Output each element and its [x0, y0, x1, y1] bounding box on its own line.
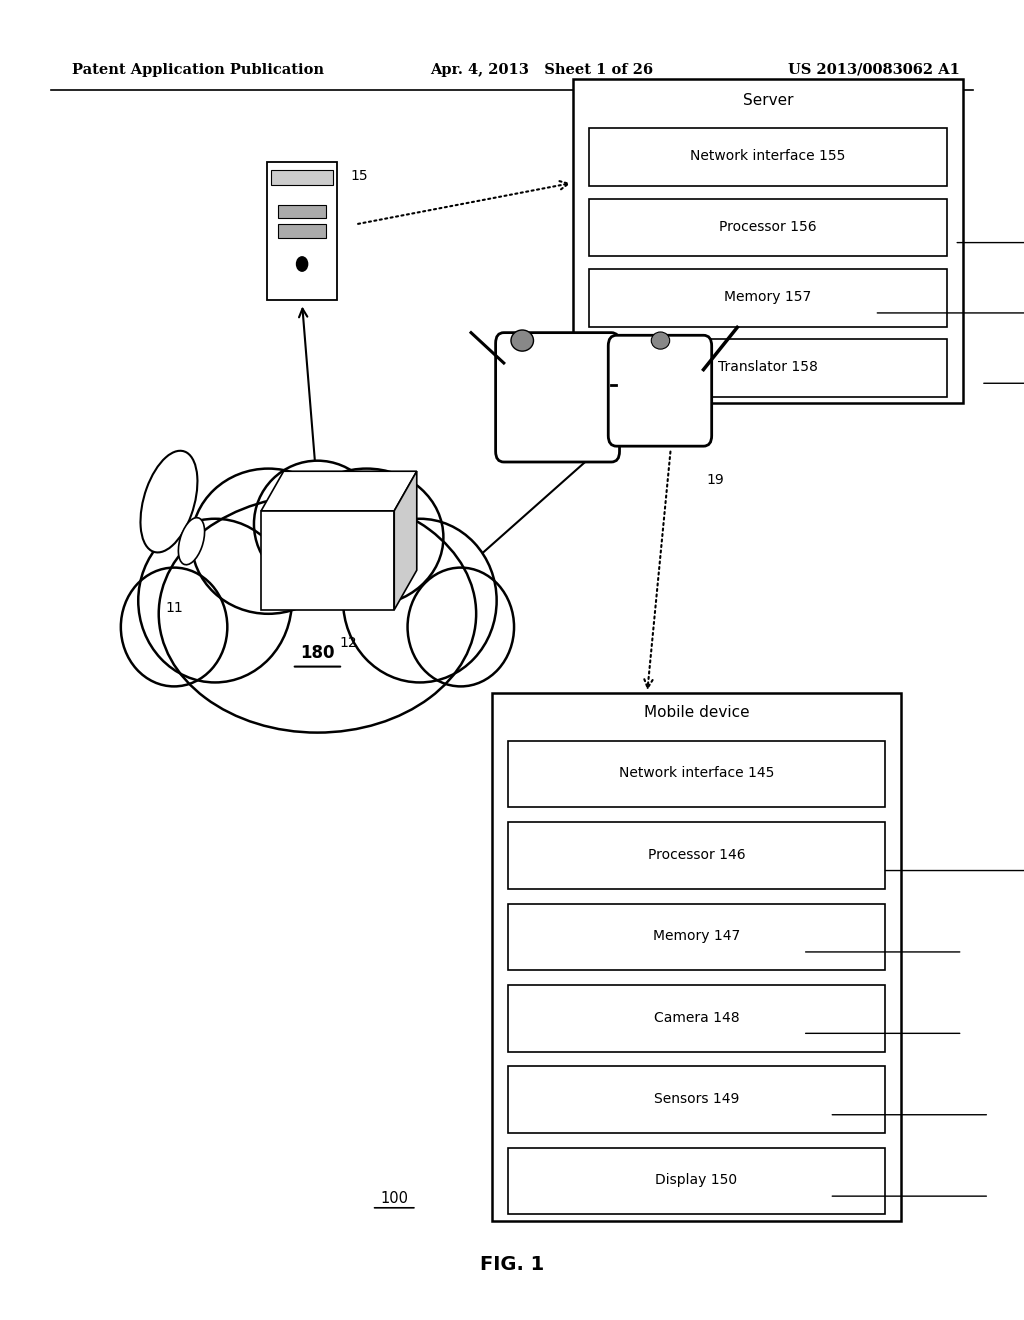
- Polygon shape: [394, 471, 417, 610]
- Text: Network interface 155: Network interface 155: [690, 149, 846, 164]
- FancyBboxPatch shape: [271, 170, 333, 186]
- Ellipse shape: [121, 568, 227, 686]
- Text: Mobile device: Mobile device: [643, 705, 750, 721]
- FancyBboxPatch shape: [278, 205, 327, 218]
- Text: Network(s): Network(s): [265, 591, 370, 610]
- Text: 12: 12: [339, 636, 357, 651]
- FancyBboxPatch shape: [508, 1147, 885, 1214]
- FancyBboxPatch shape: [496, 333, 620, 462]
- Ellipse shape: [140, 450, 198, 553]
- Text: Camera 148: Camera 148: [653, 1011, 739, 1024]
- Text: Processor 146: Processor 146: [647, 847, 745, 862]
- FancyBboxPatch shape: [267, 162, 337, 301]
- Ellipse shape: [343, 519, 497, 682]
- Text: US 2013/0083062 A1: US 2013/0083062 A1: [788, 63, 961, 77]
- Text: 11: 11: [165, 601, 183, 615]
- Text: 100: 100: [380, 1191, 409, 1206]
- FancyBboxPatch shape: [589, 128, 947, 186]
- Text: Apr. 4, 2013   Sheet 1 of 26: Apr. 4, 2013 Sheet 1 of 26: [430, 63, 653, 77]
- Ellipse shape: [254, 461, 381, 587]
- Ellipse shape: [511, 330, 534, 351]
- FancyBboxPatch shape: [589, 269, 947, 326]
- FancyBboxPatch shape: [508, 985, 885, 1052]
- FancyBboxPatch shape: [278, 224, 327, 238]
- Text: Patent Application Publication: Patent Application Publication: [72, 63, 324, 77]
- Text: Memory 147: Memory 147: [652, 929, 740, 942]
- Text: Server: Server: [742, 92, 794, 108]
- Ellipse shape: [408, 568, 514, 686]
- Text: 15: 15: [351, 169, 369, 182]
- Ellipse shape: [191, 469, 345, 614]
- Text: Sensors 149: Sensors 149: [653, 1092, 739, 1106]
- Text: FIG. 1: FIG. 1: [480, 1255, 544, 1274]
- FancyBboxPatch shape: [508, 903, 885, 970]
- Ellipse shape: [290, 469, 443, 606]
- FancyBboxPatch shape: [508, 741, 885, 808]
- FancyBboxPatch shape: [573, 79, 963, 403]
- FancyBboxPatch shape: [508, 1067, 885, 1133]
- Circle shape: [297, 257, 307, 271]
- Text: 19: 19: [707, 473, 724, 487]
- Text: Display 150: Display 150: [655, 1173, 737, 1187]
- Ellipse shape: [138, 519, 292, 682]
- Ellipse shape: [651, 333, 670, 350]
- FancyBboxPatch shape: [589, 198, 947, 256]
- Polygon shape: [261, 471, 417, 511]
- FancyBboxPatch shape: [508, 822, 885, 888]
- Ellipse shape: [159, 495, 476, 733]
- Polygon shape: [261, 511, 394, 610]
- Ellipse shape: [178, 517, 205, 565]
- Text: Memory 157: Memory 157: [724, 290, 812, 304]
- Text: Processor 156: Processor 156: [719, 219, 817, 234]
- FancyBboxPatch shape: [492, 693, 901, 1221]
- FancyBboxPatch shape: [589, 339, 947, 397]
- Text: Translator 158: Translator 158: [718, 360, 818, 375]
- Text: Network interface 145: Network interface 145: [618, 767, 774, 780]
- Text: 180: 180: [300, 644, 335, 663]
- FancyBboxPatch shape: [608, 335, 712, 446]
